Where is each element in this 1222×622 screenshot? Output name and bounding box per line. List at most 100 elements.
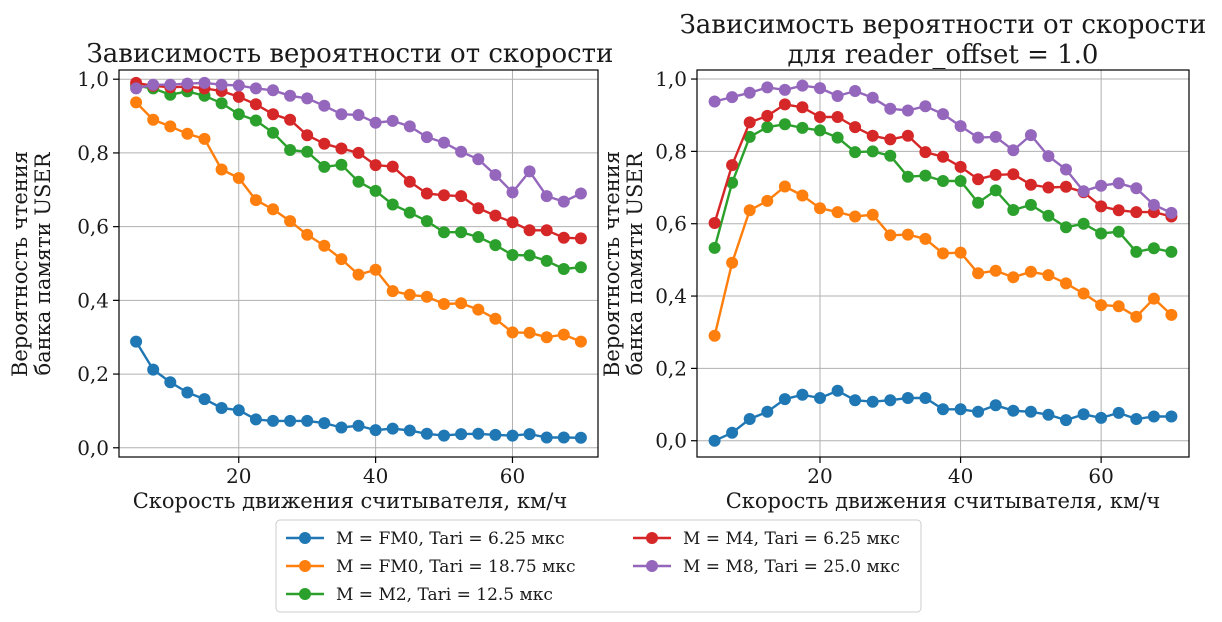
series: [708, 79, 1178, 219]
data-point: [284, 144, 297, 156]
data-point: [352, 109, 365, 121]
data-point: [1007, 271, 1020, 284]
data-point: [557, 231, 570, 244]
legend-marker: [299, 560, 311, 572]
data-point: [455, 297, 468, 310]
data-point: [249, 413, 262, 426]
data-point: [1024, 178, 1037, 191]
data-point: [557, 328, 570, 341]
data-point: [215, 78, 228, 91]
data-point: [884, 394, 897, 407]
data-point: [523, 326, 536, 339]
data-point: [335, 421, 348, 434]
data-point: [849, 394, 862, 407]
data-point: [901, 129, 914, 142]
data-point: [796, 121, 809, 134]
data-point: [1042, 269, 1055, 282]
data-point: [919, 100, 932, 113]
data-point: [198, 393, 211, 406]
data-point: [972, 267, 985, 280]
data-point: [761, 194, 774, 207]
data-point: [232, 172, 245, 184]
data-point: [249, 98, 262, 111]
data-point: [866, 208, 879, 221]
data-point: [130, 335, 143, 348]
chart-left-grid: [119, 70, 598, 457]
y-tick-label: 0,4: [655, 284, 687, 308]
chart-left-plot-frame: [118, 69, 599, 458]
data-point: [232, 79, 245, 92]
data-point: [489, 169, 502, 181]
data-point: [884, 149, 897, 162]
data-point: [455, 190, 468, 203]
y-tick-label: 0,4: [77, 288, 109, 312]
data-point: [574, 335, 587, 348]
data-point: [352, 146, 365, 159]
data-point: [1130, 413, 1143, 425]
data-point: [472, 231, 485, 243]
data-point: [1095, 299, 1108, 312]
data-point: [198, 76, 211, 89]
data-point: [1095, 227, 1108, 240]
y-tick-label: 0,2: [77, 362, 109, 386]
data-point: [1130, 206, 1143, 219]
data-point: [574, 187, 587, 200]
data-point: [989, 130, 1002, 143]
data-point: [726, 176, 739, 189]
data-point: [901, 228, 914, 241]
y-tick-label: 0,6: [77, 215, 109, 239]
data-point: [198, 132, 211, 145]
data-point: [438, 136, 450, 149]
data-point: [523, 249, 536, 262]
series: [708, 384, 1178, 447]
data-point: [1024, 405, 1037, 418]
data-point: [937, 175, 949, 187]
data-point: [386, 160, 399, 173]
data-point: [267, 108, 279, 121]
data-point: [954, 246, 967, 259]
data-point: [557, 431, 570, 444]
data-point: [506, 249, 519, 261]
legend-marker: [299, 532, 311, 544]
data-point: [318, 417, 331, 430]
data-point: [726, 91, 739, 104]
data-point: [438, 429, 450, 442]
data-point: [743, 413, 756, 425]
data-point: [420, 290, 433, 303]
legend-entry: M = FM0, Tari = 6.25 мкс: [286, 529, 565, 549]
legend: M = FM0, Tari = 6.25 мкс M = FM0, Tari = …: [275, 519, 922, 613]
data-point: [181, 127, 194, 140]
data-point: [420, 427, 433, 440]
data-point: [1042, 209, 1055, 222]
data-point: [130, 82, 143, 95]
data-point: [849, 85, 862, 97]
data-point: [420, 187, 433, 200]
data-point: [215, 97, 228, 110]
data-point: [335, 108, 348, 121]
data-point: [954, 160, 967, 173]
data-point: [831, 90, 844, 102]
data-point: [147, 78, 160, 91]
data-point: [335, 253, 348, 266]
data-point: [540, 331, 553, 344]
series: [130, 76, 587, 245]
data-point: [1130, 245, 1143, 258]
data-point: [523, 224, 536, 237]
data-point: [814, 82, 826, 95]
data-point: [301, 129, 314, 142]
data-point: [403, 206, 416, 219]
data-point: [1095, 411, 1108, 424]
legend-items: M = FM0, Tari = 6.25 мкс M = FM0, Tari = …: [286, 529, 900, 605]
x-tick-label: 60: [500, 464, 525, 488]
data-point: [574, 431, 587, 444]
data-point: [937, 108, 949, 121]
y-tick-label: 0,6: [655, 212, 687, 236]
legend-label: M = FM0, Tari = 6.25 мкс: [336, 529, 565, 549]
data-point: [814, 111, 826, 123]
data-point: [1024, 265, 1037, 278]
data-point: [489, 209, 502, 222]
y-tick-label: 1,0: [77, 67, 109, 91]
data-point: [1130, 310, 1143, 323]
